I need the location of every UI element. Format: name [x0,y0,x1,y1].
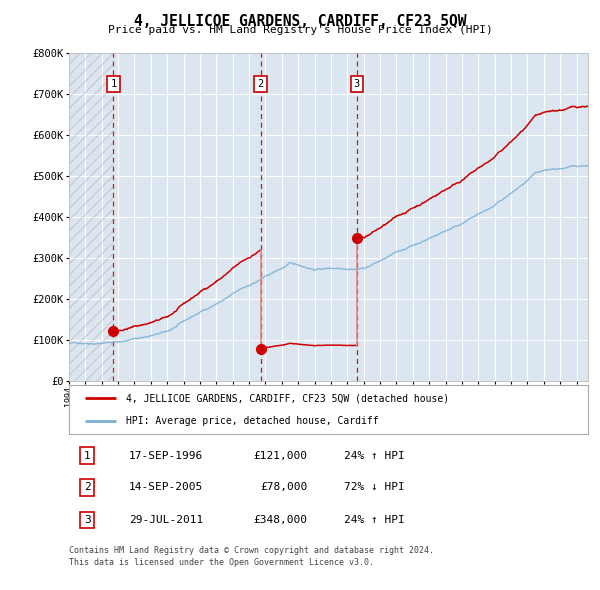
Text: 4, JELLICOE GARDENS, CARDIFF, CF23 5QW (detached house): 4, JELLICOE GARDENS, CARDIFF, CF23 5QW (… [126,394,449,404]
Text: Price paid vs. HM Land Registry's House Price Index (HPI): Price paid vs. HM Land Registry's House … [107,25,493,35]
Text: 24% ↑ HPI: 24% ↑ HPI [344,515,405,525]
Text: 2: 2 [84,483,91,492]
Text: HPI: Average price, detached house, Cardiff: HPI: Average price, detached house, Card… [126,415,379,425]
Text: 14-SEP-2005: 14-SEP-2005 [128,483,203,492]
Text: 2: 2 [257,79,264,89]
Text: 4, JELLICOE GARDENS, CARDIFF, CF23 5QW: 4, JELLICOE GARDENS, CARDIFF, CF23 5QW [134,14,466,28]
Text: £348,000: £348,000 [254,515,308,525]
Text: Contains HM Land Registry data © Crown copyright and database right 2024.: Contains HM Land Registry data © Crown c… [69,546,434,555]
Text: This data is licensed under the Open Government Licence v3.0.: This data is licensed under the Open Gov… [69,558,374,567]
Text: £121,000: £121,000 [254,451,308,461]
Text: 24% ↑ HPI: 24% ↑ HPI [344,451,405,461]
Text: 17-SEP-1996: 17-SEP-1996 [128,451,203,461]
Text: 72% ↓ HPI: 72% ↓ HPI [344,483,405,492]
Text: £78,000: £78,000 [260,483,308,492]
Text: 3: 3 [84,515,91,525]
Text: 3: 3 [353,79,360,89]
Text: 1: 1 [110,79,116,89]
Text: 1: 1 [84,451,91,461]
Text: 29-JUL-2011: 29-JUL-2011 [128,515,203,525]
